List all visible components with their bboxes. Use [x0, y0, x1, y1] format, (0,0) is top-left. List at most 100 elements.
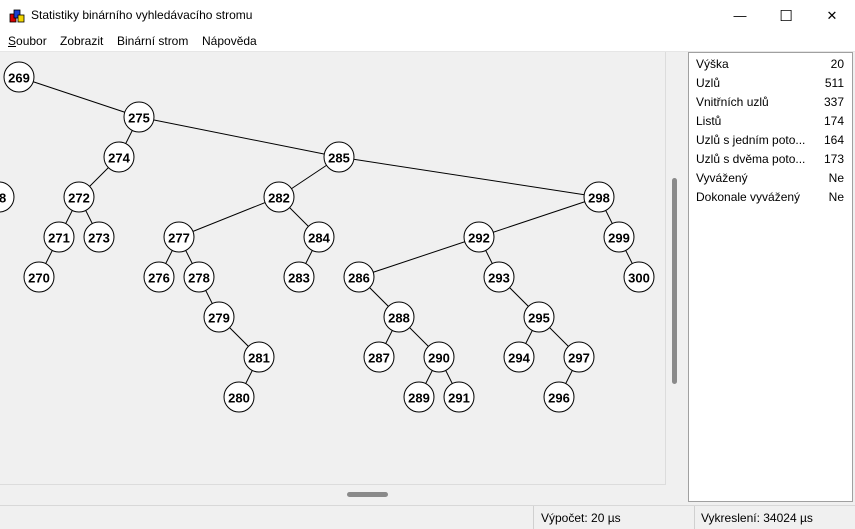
tree-node-label: 269	[8, 71, 30, 86]
status-render: Vykreslení: 34024 µs	[701, 511, 813, 525]
tree-node-label: 276	[148, 271, 170, 286]
minimize-button[interactable]: —	[717, 0, 763, 31]
tree-edge	[138, 116, 340, 158]
tree-node[interactable]: 282	[263, 181, 295, 213]
tree-node[interactable]: 269	[3, 61, 35, 93]
tree-node[interactable]: 300	[623, 261, 655, 293]
tree-node-circle	[543, 381, 575, 413]
tree-node-circle	[103, 141, 135, 173]
status-render-cell: Vykreslení: 34024 µs	[694, 506, 855, 529]
tree-node-label: 300	[628, 271, 650, 286]
tree-node[interactable]: 288	[383, 301, 415, 333]
tree-node-circle	[223, 381, 255, 413]
tree-node[interactable]: 294	[503, 341, 535, 373]
tree-node-label: 282	[268, 191, 290, 206]
status-compute: Výpočet: 20 µs	[541, 511, 621, 525]
tree-node[interactable]: 287	[363, 341, 395, 373]
close-button[interactable]: ✕	[809, 0, 855, 31]
tree-node[interactable]: 292	[463, 221, 495, 253]
menu-napoveda[interactable]: Nápověda	[202, 34, 257, 48]
tree-node[interactable]: 280	[223, 381, 255, 413]
tree-node[interactable]: 271	[43, 221, 75, 253]
tree-node[interactable]: 290	[423, 341, 455, 373]
tree-node[interactable]: 278	[183, 261, 215, 293]
stat-row-nodes[interactable]: Uzlů 511	[689, 73, 852, 92]
horizontal-scrollbar-thumb[interactable]	[347, 492, 388, 497]
tree-node[interactable]: 277	[163, 221, 195, 253]
stat-value: 511	[824, 76, 844, 90]
tree-node[interactable]: 58	[0, 181, 15, 213]
stat-value: Ne	[828, 190, 844, 204]
status-bar: Výpočet: 20 µs Vykreslení: 34024 µs	[0, 505, 855, 529]
minimize-icon: —	[733, 8, 747, 23]
tree-node-circle	[83, 221, 115, 253]
tree-node-label: 272	[68, 191, 90, 206]
tree-node-label: 270	[28, 271, 50, 286]
title-bar: Statistiky binárního vyhledávacího strom…	[0, 0, 855, 31]
stat-value: 174	[823, 114, 844, 128]
tree-edge	[18, 76, 140, 118]
tree-node[interactable]: 297	[563, 341, 595, 373]
maximize-button[interactable]: ☐	[763, 0, 809, 31]
tree-node[interactable]: 274	[103, 141, 135, 173]
stats-panel: Výška 20 Uzlů 511 Vnitřních uzlů 337 Lis…	[688, 52, 853, 502]
tree-node[interactable]: 293	[483, 261, 515, 293]
tree-node[interactable]: 291	[443, 381, 475, 413]
app-icon	[9, 9, 25, 23]
tree-node[interactable]: 270	[23, 261, 55, 293]
tree-node[interactable]: 286	[343, 261, 375, 293]
tree-node-label: 279	[208, 311, 230, 326]
tree-node-label: 296	[548, 391, 570, 406]
tree-node[interactable]: 296	[543, 381, 575, 413]
stat-row-internal-nodes[interactable]: Vnitřních uzlů 337	[689, 92, 852, 111]
tree-node-circle	[303, 221, 335, 253]
tree-node-label: 287	[368, 351, 390, 366]
tree-node[interactable]: 279	[203, 301, 235, 333]
stat-label: Uzlů s dvěma poto...	[696, 152, 806, 166]
tree-node[interactable]: 276	[143, 261, 175, 293]
tree-node-circle	[263, 181, 295, 213]
tree-node[interactable]: 283	[283, 261, 315, 293]
stat-row-perfectly-balanced[interactable]: Dokonale vyvážený Ne	[689, 187, 852, 206]
tree-node[interactable]: 295	[523, 301, 555, 333]
tree-node-label: 58	[0, 191, 6, 206]
tree-edge	[338, 156, 600, 198]
tree-node[interactable]: 272	[63, 181, 95, 213]
tree-node-circle	[603, 221, 635, 253]
tree-node[interactable]: 298	[583, 181, 615, 213]
vertical-scrollbar-thumb[interactable]	[672, 178, 677, 384]
tree-canvas[interactable]: 58 269 270 271 272 273 274 275 276 277 278 279 280 28…	[0, 52, 666, 485]
stat-row-one-child[interactable]: Uzlů s jedním poto... 164	[689, 130, 852, 149]
tree-edge	[478, 196, 600, 238]
tree-edge	[358, 236, 480, 278]
stat-value: Ne	[828, 171, 844, 185]
stat-row-leaves[interactable]: Listů 174	[689, 111, 852, 130]
tree-node-circle	[243, 341, 275, 373]
tree-node-label: 286	[348, 271, 370, 286]
tree-node-label: 298	[588, 191, 610, 206]
tree-node[interactable]: 289	[403, 381, 435, 413]
menu-soubor[interactable]: Soubor	[8, 34, 47, 48]
tree-node-circle	[203, 301, 235, 333]
tree-node[interactable]: 275	[123, 101, 155, 133]
tree-edge	[178, 196, 280, 238]
menu-zobrazit[interactable]: Zobrazit	[60, 34, 104, 48]
menu-binarni-strom[interactable]: Binární strom	[117, 34, 189, 48]
tree-node-label: 274	[108, 151, 130, 166]
stat-row-balanced[interactable]: Vyvážený Ne	[689, 168, 852, 187]
tree-node[interactable]: 299	[603, 221, 635, 253]
stat-label: Uzlů	[696, 76, 721, 90]
stat-value: 337	[823, 95, 844, 109]
tree-node[interactable]: 281	[243, 341, 275, 373]
tree-diagram: 58 269 270 271 272 273 274 275 276 277 278 279 280 28…	[0, 61, 655, 413]
tree-node-circle	[423, 341, 455, 373]
stat-row-height[interactable]: Výška 20	[689, 54, 852, 73]
tree-node[interactable]: 285	[323, 141, 355, 173]
tree-node-circle	[463, 221, 495, 253]
close-icon: ✕	[826, 7, 838, 23]
tree-node-circle	[0, 181, 15, 213]
tree-node[interactable]: 273	[83, 221, 115, 253]
stat-row-two-children[interactable]: Uzlů s dvěma poto... 173	[689, 149, 852, 168]
tree-node[interactable]: 284	[303, 221, 335, 253]
tree-node-label: 271	[48, 231, 70, 246]
